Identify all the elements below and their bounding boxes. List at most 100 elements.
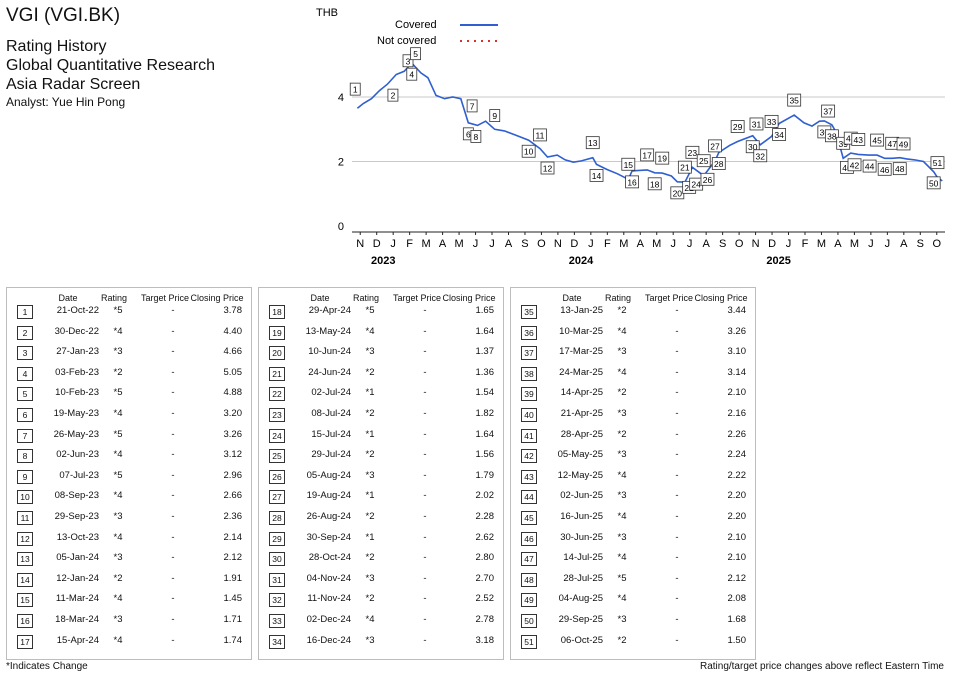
rating-marker [625,175,639,189]
rating-marker [470,130,482,143]
target-price: - [675,428,679,440]
rating-value: *3 [113,614,123,625]
rating-value: *5 [113,469,123,481]
month-label: N [356,238,364,250]
rating-value: *3 [617,449,627,461]
rating-marker [787,93,802,107]
rating-value: *4 [113,634,123,646]
closing-price: 1.79 [475,469,495,481]
rating-marker-label: 45 [872,136,882,146]
rating-date: 13-May-24 [305,325,351,337]
rating-date: 17-Mar-25 [559,346,603,358]
rating-marker-label: 42 [850,160,860,170]
rating-value: *5 [365,305,375,316]
rating-header: Rating [352,293,379,303]
rating-number: 36 [521,325,537,340]
rating-value: *2 [365,366,375,378]
month-label: J [885,238,891,250]
rating-marker [862,159,877,173]
rating-marker-label: 8 [474,132,479,142]
closing-price: 2.52 [475,593,495,605]
rating-value: *2 [365,552,375,564]
target-price: - [423,572,427,584]
rating-date: 05-Jan-24 [56,552,99,564]
closing-price: 3.20 [223,408,243,419]
table-row: 5 10-Feb-23 *5 - 4.88 [7,384,251,404]
rating-marker-label: 29 [733,122,743,132]
rating-marker [753,149,768,163]
month-label: J [868,238,874,250]
closing-price: 2.96 [223,469,243,481]
rating-date: 10-Feb-23 [55,387,99,399]
rating-marker [521,144,536,158]
table-row: 10 08-Sep-23 *4 - 2.66 [7,487,251,507]
closing-price: 3.14 [727,366,747,378]
closing-price: 2.10 [727,387,747,399]
table-row: 50 29-Sep-25 *3 - 1.68 [511,611,755,631]
rating-date: 18-Mar-24 [55,614,99,625]
rating-marker [749,117,764,131]
table-row: 1 21-Oct-22 *5 - 3.78 [7,302,251,322]
rating-value: *3 [365,634,375,646]
table-row: 43 12-May-25 *4 - 2.22 [511,467,755,487]
table-row: 6 19-May-23 *4 - 3.20 [7,405,251,425]
target-price: - [675,490,679,502]
rating-number: 7 [17,428,33,443]
rating-marker-label: 51 [933,158,943,168]
rating-date: 28-Oct-24 [308,552,351,564]
target-price: - [423,387,427,399]
rating-number: 17 [17,634,33,649]
month-label: N [752,238,760,250]
rating-date: 30-Jun-25 [560,531,603,543]
rating-date: 29-Sep-25 [558,614,603,625]
rating-number: 30 [269,552,285,567]
target-price: - [171,531,175,543]
rating-value: *3 [617,490,627,502]
rating-value: *3 [617,408,627,419]
table-row: 27 19-Aug-24 *1 - 2.02 [259,487,503,507]
closing-price: 1.45 [223,593,243,605]
rating-marker-label: 50 [929,178,939,188]
target-price: - [423,305,427,316]
screen-name: Asia Radar Screen [6,76,141,93]
table-row: 4 03-Feb-23 *2 - 5.05 [7,364,251,384]
date-header: Date [58,293,78,303]
month-label: M [422,238,431,250]
rating-date: 13-Jan-25 [560,305,603,316]
rating-marker [824,129,839,143]
rating-date: 11-Mar-24 [55,593,99,605]
rating-marker-label: 41 [846,134,856,144]
rating-marker-label: 2 [391,91,396,101]
rating-date: 11-Nov-24 [307,593,351,605]
month-label: A [505,238,513,250]
y-tick-label: 0 [338,221,344,233]
closing-price: 3.78 [223,305,243,316]
closing-price: 2.22 [727,469,747,481]
rating-marker [764,114,779,128]
target-price: - [675,366,679,378]
rating-value: *2 [365,408,375,419]
table-row: 23 08-Jul-24 *2 - 1.82 [259,405,503,425]
rating-value: *4 [113,325,123,337]
table-row: 47 14-Jul-25 *4 - 2.10 [511,549,755,569]
rating-date: 10-Mar-25 [559,325,603,337]
rating-marker-label: 10 [524,147,534,157]
target-price: - [171,614,175,625]
rating-value: *4 [617,593,627,605]
rating-marker-label: 12 [543,164,553,174]
rating-date: 29-Jul-24 [311,449,351,461]
rating-marker-label: 19 [658,154,668,164]
rating-date: 05-Aug-24 [306,469,351,481]
rating-date: 07-Jul-23 [59,469,99,481]
target-price-header: Target Price [392,293,442,303]
rating-date: 15-Apr-24 [56,634,99,646]
rating-marker [696,154,711,168]
y-tick-label: 4 [338,92,344,104]
rating-date: 12-May-25 [557,469,603,481]
rating-number: 12 [17,531,33,546]
date-header: Date [310,293,330,303]
rating-marker [647,177,662,191]
month-label: J [670,238,676,250]
table-row: 18 29-Apr-24 *5 - 1.65 [259,302,503,322]
table-row: 13 05-Jan-24 *3 - 2.12 [7,549,251,569]
